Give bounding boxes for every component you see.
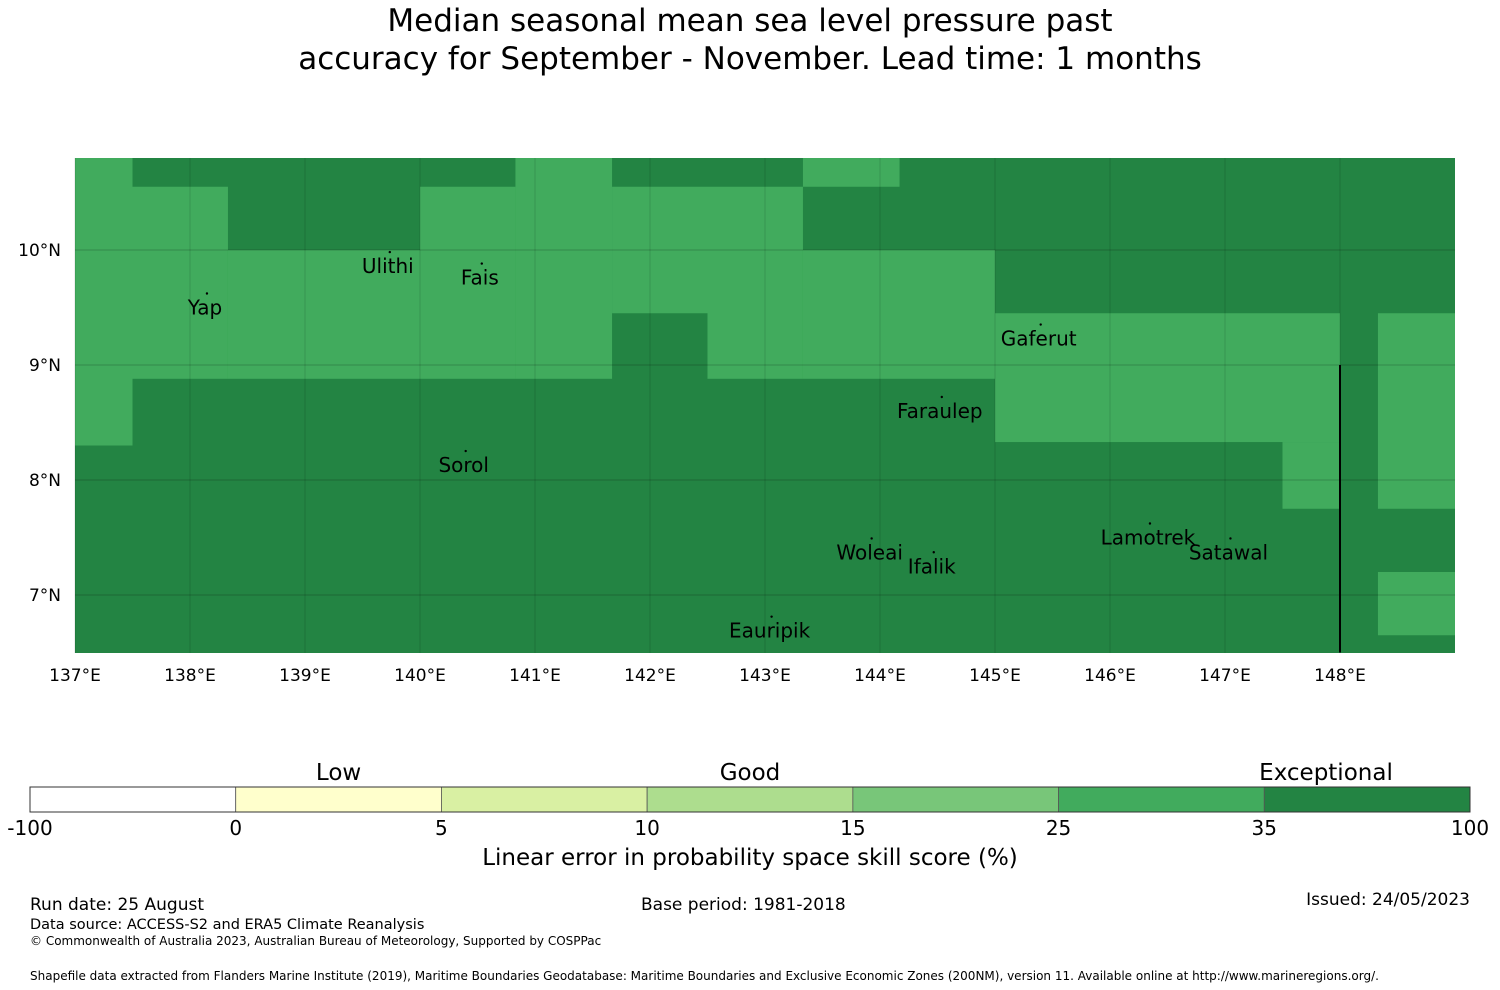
skill-region bbox=[227, 250, 420, 379]
title-line-1: Median seasonal mean sea level pressure … bbox=[387, 3, 1113, 39]
colorbar-segment bbox=[646, 786, 854, 813]
skill-region bbox=[1377, 313, 1455, 509]
data-source: Data source: ACCESS-S2 and ERA5 Climate … bbox=[30, 917, 425, 933]
place-label: Gaferut bbox=[1001, 327, 1077, 351]
skill-region bbox=[1377, 572, 1455, 636]
colorbar-frame bbox=[29, 786, 1471, 813]
x-tick-label: 144°E bbox=[854, 666, 906, 686]
x-tick-label: 148°E bbox=[1314, 666, 1366, 686]
colorbar-segment bbox=[1263, 786, 1471, 813]
x-tick-label: 146°E bbox=[1084, 666, 1136, 686]
colorbar-segment bbox=[852, 786, 1059, 813]
x-tick-label: 145°E bbox=[969, 666, 1021, 686]
island-marker bbox=[940, 395, 943, 399]
island-marker bbox=[480, 262, 483, 265]
island-marker bbox=[1039, 323, 1042, 326]
island-marker bbox=[464, 449, 467, 453]
chart-title: Median seasonal mean sea level pressure … bbox=[0, 2, 1500, 78]
colorbar-segment bbox=[235, 786, 442, 813]
x-tick-label: 147°E bbox=[1199, 666, 1251, 686]
shapefile-credit: Shapefile data extracted from Flanders M… bbox=[30, 969, 1379, 983]
run-date: Run date: 25 August bbox=[30, 895, 204, 915]
place-label: Satawal bbox=[1189, 540, 1268, 564]
issued-date: Issued: 24/05/2023 bbox=[1306, 890, 1470, 910]
island-marker bbox=[870, 537, 873, 540]
colorbar-segment bbox=[1058, 786, 1265, 813]
x-tick-label: 138°E bbox=[164, 666, 216, 686]
x-tick-label: 141°E bbox=[509, 666, 561, 686]
island-marker bbox=[770, 615, 773, 618]
island-marker bbox=[388, 250, 391, 254]
colorbar-segment bbox=[441, 786, 648, 813]
skill-region bbox=[802, 158, 900, 187]
skill-region bbox=[420, 186, 516, 379]
place-label: Ulithi bbox=[362, 254, 414, 278]
y-tick-label: 9°N bbox=[29, 356, 61, 376]
place-label: Eauripik bbox=[729, 619, 811, 643]
skill-region bbox=[1282, 442, 1340, 509]
skill-region bbox=[132, 186, 228, 379]
island-marker bbox=[1229, 537, 1232, 540]
place-label: Fais bbox=[461, 266, 499, 290]
x-tick-label: 142°E bbox=[624, 666, 676, 686]
title-line-2: accuracy for September - November. Lead … bbox=[298, 41, 1202, 77]
skill-region bbox=[707, 186, 803, 379]
place-label: Sorol bbox=[438, 453, 489, 477]
island-marker bbox=[932, 551, 935, 554]
y-tick-label: 8°N bbox=[29, 471, 61, 491]
x-tick-label: 140°E bbox=[394, 666, 446, 686]
y-tick-label: 10°N bbox=[18, 241, 61, 261]
place-label: Ifalik bbox=[908, 554, 956, 578]
skill-region bbox=[612, 186, 708, 314]
place-label: Woleai bbox=[836, 540, 903, 564]
island-marker bbox=[1148, 522, 1152, 525]
x-tick-label: 143°E bbox=[739, 666, 791, 686]
skill-region bbox=[995, 313, 1340, 443]
place-label: Yap bbox=[187, 296, 222, 320]
place-label: Lamotrek bbox=[1101, 526, 1196, 550]
copyright: © Commonwealth of Australia 2023, Austra… bbox=[30, 934, 602, 948]
skill-region bbox=[802, 250, 995, 379]
base-period: Base period: 1981-2018 bbox=[641, 895, 846, 915]
place-label: Faraulep bbox=[897, 399, 983, 423]
colorbar-segment bbox=[29, 786, 237, 813]
island-marker bbox=[205, 292, 209, 295]
skill-region bbox=[515, 158, 613, 379]
x-tick-label: 137°E bbox=[49, 666, 101, 686]
skill-region bbox=[75, 158, 133, 446]
x-tick-label: 139°E bbox=[279, 666, 331, 686]
y-tick-label: 7°N bbox=[29, 586, 61, 606]
colorbar-title: Linear error in probability space skill … bbox=[482, 845, 1018, 871]
